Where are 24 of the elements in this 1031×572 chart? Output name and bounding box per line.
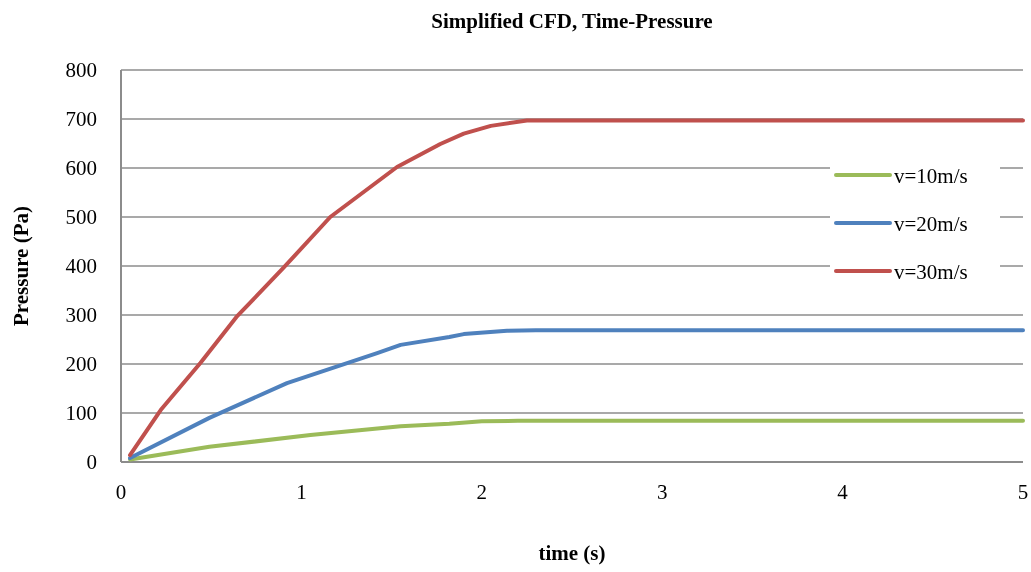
- y-tick-label: 700: [65, 107, 97, 131]
- y-tick-label: 100: [65, 401, 97, 425]
- line-series: [128, 118, 1025, 458]
- x-tick-label: 5: [1017, 480, 1029, 504]
- legend-label: v=10m/s: [894, 164, 968, 188]
- y-tick-label: 600: [65, 156, 97, 180]
- y-axis-title: Pressure (Pa): [9, 206, 33, 326]
- line-series: [128, 418, 1025, 462]
- y-tick-label: 0: [86, 450, 97, 474]
- y-tick-label: 400: [65, 254, 97, 278]
- legend-label: v=30m/s: [894, 260, 968, 284]
- line-series: [128, 328, 1025, 461]
- x-axis-title: time (s): [538, 541, 606, 565]
- x-tick-label: 1: [296, 480, 307, 504]
- y-tick-label: 800: [65, 58, 97, 82]
- legend-label: v=20m/s: [894, 212, 968, 236]
- x-tick-label: 4: [837, 480, 849, 504]
- y-tick-label: 200: [65, 352, 97, 376]
- chart-title: Simplified CFD, Time-Pressure: [431, 9, 713, 33]
- y-tick-label: 500: [65, 205, 97, 229]
- y-tick-label: 300: [65, 303, 97, 327]
- x-tick-label: 0: [115, 480, 127, 504]
- x-tick-label: 3: [656, 480, 668, 504]
- x-tick-label: 2: [476, 480, 488, 504]
